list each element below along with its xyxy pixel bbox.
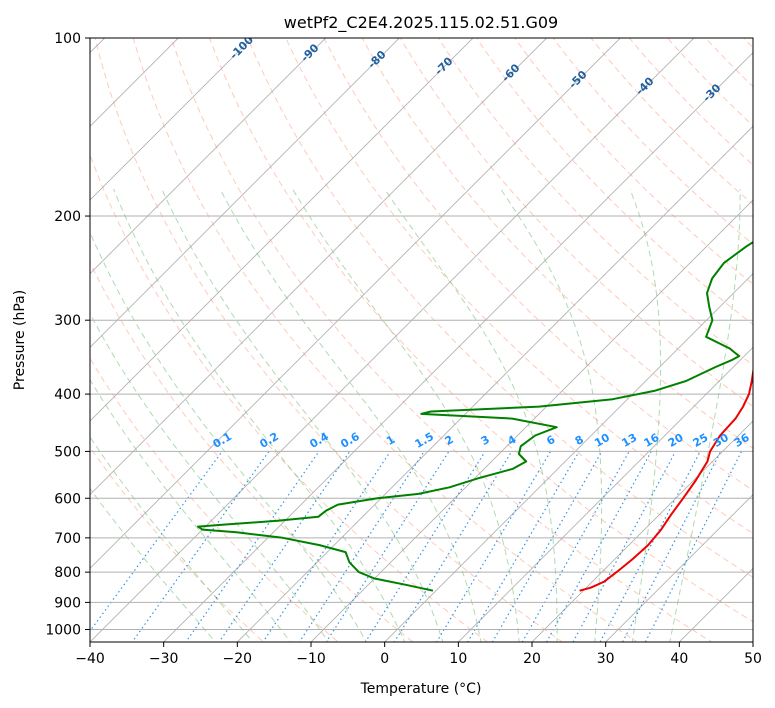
moist-adiabat-line [113,188,406,642]
isotherm-line [90,38,548,496]
y-tick-label: 300 [54,313,81,329]
y-tick-label: 1000 [45,622,81,638]
x-axis-ticks: −40 −30 −20 −10 0 10 20 30 40 50 [75,642,762,667]
mixing-ratio-line [435,451,552,642]
dry-adiabat-line [94,38,564,642]
x-tick-label: −30 [149,651,179,667]
isotherm-line [457,346,753,642]
x-tick-label: 20 [523,651,541,667]
y-tick-label: 100 [54,31,81,47]
background-lines [90,38,753,642]
isotherm-line [236,125,753,642]
y-tick-label: 700 [54,531,81,547]
y-tick-label: 600 [54,491,81,507]
moist-adiabat-line [161,188,444,642]
isotherm-line [90,38,253,201]
mixing-ratio-line [131,451,270,642]
moist-adiabat-line [90,487,216,642]
dry-adiabat-line [285,38,753,535]
dry-adiabat-line [476,38,753,326]
mixing-ratio-line [644,451,743,642]
dry-adiabat-line [666,38,753,127]
dry-adiabat-line [170,38,713,642]
moist-adiabat-line [292,188,520,642]
dry-adiabat-line [132,38,639,642]
dry-adiabat-line [247,38,753,578]
mixing-ratio-line [491,451,603,642]
y-tick-label: 800 [54,565,81,581]
mixing-ratio-line [393,451,513,642]
moist-adiabat-line [219,188,482,642]
moist-adiabat-line [90,312,329,642]
x-axis-title: Temperature (°C) [360,681,482,697]
mixing-ratio-line [467,451,580,642]
mixing-ratio-line [621,451,722,642]
plot-frame [89,37,754,643]
chart-title: wetPf2_C2E4.2025.115.02.51.G09 [284,13,558,33]
y-tick-label: 200 [54,209,81,225]
isotherm-line [90,38,695,642]
y-tick-label: 500 [54,444,81,460]
profiles [197,241,753,592]
isotherm-line [605,494,753,642]
x-tick-label: −40 [75,651,105,667]
isotherm-line [90,38,621,569]
mixing-ratio-line [185,451,320,642]
y-tick-label: 900 [54,595,81,611]
dry-adiabat-line [90,261,414,642]
isotherm-line [310,199,753,642]
dry-adiabat-line [437,38,753,366]
pressure-gridlines [90,38,753,630]
dry-adiabat-line [361,38,753,449]
moist-adiabat-line [629,188,662,642]
mixing-ratio-line [90,451,223,633]
x-tick-label: 50 [744,651,762,667]
x-tick-label: 10 [449,651,467,667]
x-tick-label: −20 [223,651,253,667]
isotherm-line [90,38,474,422]
mixing-ratio-line [262,451,391,642]
dry-adiabat-line [323,38,753,492]
y-axis-title: Pressure (hPa) [12,290,28,390]
isotherm-line [90,38,327,275]
x-tick-label: −10 [296,651,326,667]
y-tick-label: 400 [54,387,81,403]
moist-adiabat-line [90,436,254,642]
isotherm-line [384,273,753,642]
x-tick-label: 30 [597,651,615,667]
isotherm-line [531,420,753,642]
mixing-ratio-line [364,451,486,642]
x-tick-label: 0 [380,651,389,667]
temperature-profile-line [579,366,753,592]
moist-adiabat-line [90,231,367,642]
mixing-ratio-line [218,451,351,642]
dry-adiabat-line [90,446,265,642]
dry-adiabat-line [90,153,489,642]
isotherm-line [163,52,753,642]
isotherm-line [90,38,400,348]
isotherm-line [90,38,179,127]
dewpoint-profile-line [197,241,753,592]
y-axis-ticks: 100 200 300 400 500 600 700 800 900 1000 [45,31,90,638]
x-tick-label: 40 [670,651,688,667]
